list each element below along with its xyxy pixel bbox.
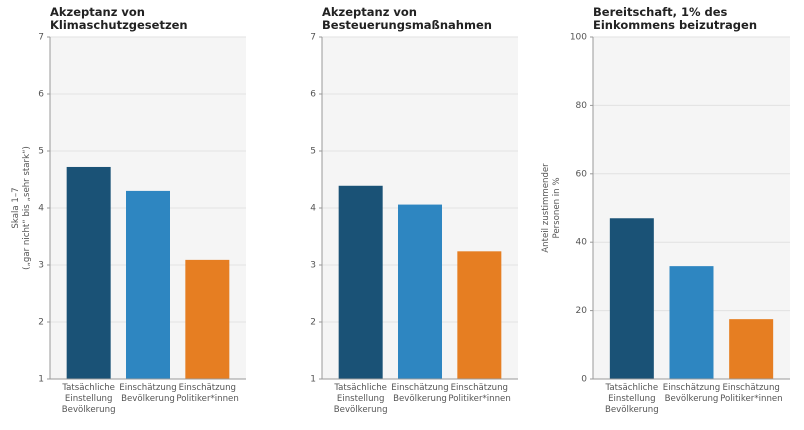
y-tick-label: 80	[576, 101, 588, 111]
bar	[729, 319, 774, 379]
y-tick-label: 7	[38, 33, 44, 43]
y-tick-label: 4	[38, 204, 44, 214]
x-tick-label: Einschätzung Politiker*innen	[448, 383, 511, 404]
x-tick-label: Einschätzung Bevölkerung	[662, 383, 721, 404]
y-axis-label-line: („gar nicht“ bis „sehr stark“)	[22, 146, 32, 270]
bar	[66, 166, 111, 379]
panel-title: Akzeptanz von Besteuerungsmaßnahmen	[322, 5, 492, 32]
y-tick-label: 0	[581, 375, 587, 385]
y-tick-label: 6	[310, 90, 316, 100]
bar	[185, 259, 230, 379]
panel-title: Bereitschaft, 1% des Einkommens beizutra…	[593, 5, 758, 32]
y-tick-label: 1	[38, 375, 44, 385]
y-axis-label-line: Anteil zustimmender	[541, 163, 551, 253]
y-tick-label: 3	[38, 261, 44, 271]
bar	[669, 266, 714, 379]
bar	[338, 185, 383, 379]
bar	[126, 190, 170, 379]
y-tick-label: 100	[570, 33, 587, 43]
x-tick-label: Einschätzung Politiker*innen	[176, 383, 239, 404]
y-tick-label: 20	[576, 306, 588, 316]
y-tick-label: 5	[38, 147, 44, 157]
y-tick-label: 7	[310, 33, 316, 43]
x-tick-label: Tatsächliche Einstellung Bevölkerung	[61, 383, 116, 415]
y-axis-label: Skala 1–7 („gar nicht“ bis „sehr stark“)	[11, 146, 33, 270]
x-tick-label: Einschätzung Bevölkerung	[119, 383, 177, 404]
bar	[398, 204, 442, 379]
x-tick-label: Einschätzung Bevölkerung	[391, 383, 449, 404]
y-tick-label: 1	[310, 375, 316, 385]
y-tick-label: 2	[310, 318, 316, 328]
y-tick-label: 40	[576, 238, 588, 248]
x-tick-label: Tatsächliche Einstellung Bevölkerung	[333, 383, 388, 415]
panel-title: Akzeptanz von Klimaschutzgesetzen	[50, 5, 188, 32]
x-tick-label: Einschätzung Politiker*innen	[720, 383, 783, 404]
x-tick-label: Tatsächliche Einstellung Bevölkerung	[604, 383, 659, 415]
y-axis-label-line: Personen in %	[552, 177, 562, 239]
y-tick-label: 60	[576, 169, 588, 179]
y-tick-label: 6	[38, 90, 44, 100]
y-axis-label-line: Skala 1–7	[11, 187, 21, 229]
y-axis-label: Anteil zustimmender Personen in %	[541, 163, 563, 252]
y-tick-label: 5	[310, 147, 316, 157]
y-tick-label: 2	[38, 318, 44, 328]
y-tick-label: 3	[310, 261, 316, 271]
bar	[457, 251, 502, 379]
y-tick-label: 4	[310, 204, 316, 214]
bar	[609, 218, 654, 379]
